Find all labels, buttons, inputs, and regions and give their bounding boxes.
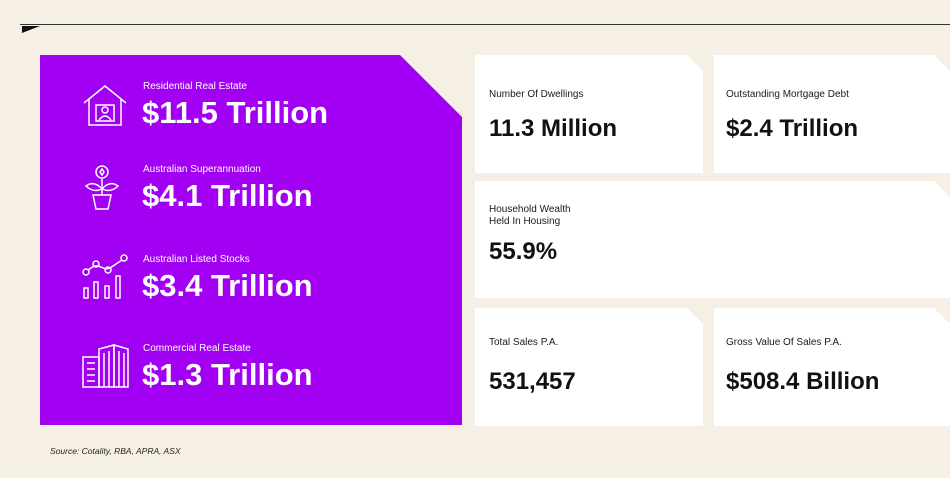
stat-residential: Residential Real Estate $11.5 Trillion [40,81,462,141]
stat-value: $11.5 Trillion [142,95,329,130]
card-label: Gross Value Of Sales P.A. [726,337,842,348]
stat-value: $4.1 Trillion [142,178,313,213]
card-total-sales: Total Sales P.A. 531,457 [475,308,703,426]
card-label: Total Sales P.A. [489,337,559,348]
top-rule [20,24,950,25]
stat-label: Australian Superannuation [143,164,261,175]
source-note: Source: Cotality, RBA, APRA, ASX [50,446,181,456]
card-label: Household Wealth Held In Housing [489,204,571,228]
stat-label: Australian Listed Stocks [143,254,250,265]
card-label-line1: Household Wealth [489,204,571,215]
card-value: 55.9% [489,238,558,265]
office-buildings-icon [80,343,130,393]
card-gross-value: Gross Value Of Sales P.A. $508.4 Billion [714,308,950,426]
stat-label: Residential Real Estate [143,81,247,92]
stat-commercial: Commercial Real Estate $1.3 Trillion [40,343,462,403]
stat-value: $3.4 Trillion [142,268,313,303]
card-dwellings: Number Of Dwellings 11.3 Million [475,55,703,173]
stat-value: $1.3 Trillion [142,357,313,392]
stat-superannuation: Australian Superannuation $4.1 Trillion [40,164,462,224]
wealth-panel: Residential Real Estate $11.5 Trillion A… [40,55,462,425]
card-value: 531,457 [489,368,576,395]
card-value: 11.3 Million [489,115,618,142]
card-mortgage: Outstanding Mortgage Debt $2.4 Trillion [714,55,950,173]
card-label: Number Of Dwellings [489,89,584,100]
card-value: $2.4 Trillion [726,115,859,142]
card-value: $508.4 Billion [726,368,880,395]
bar-line-chart-icon [80,254,130,304]
house-person-icon [80,81,130,131]
card-housing-wealth: Household Wealth Held In Housing 55.9% [475,181,950,298]
card-label: Outstanding Mortgage Debt [726,89,849,100]
stat-label: Commercial Real Estate [143,343,251,354]
stat-listed-stocks: Australian Listed Stocks $3.4 Trillion [40,254,462,314]
corner-mark-icon [22,26,40,33]
card-label-line2: Held In Housing [489,216,561,227]
plant-coin-icon [80,164,130,214]
